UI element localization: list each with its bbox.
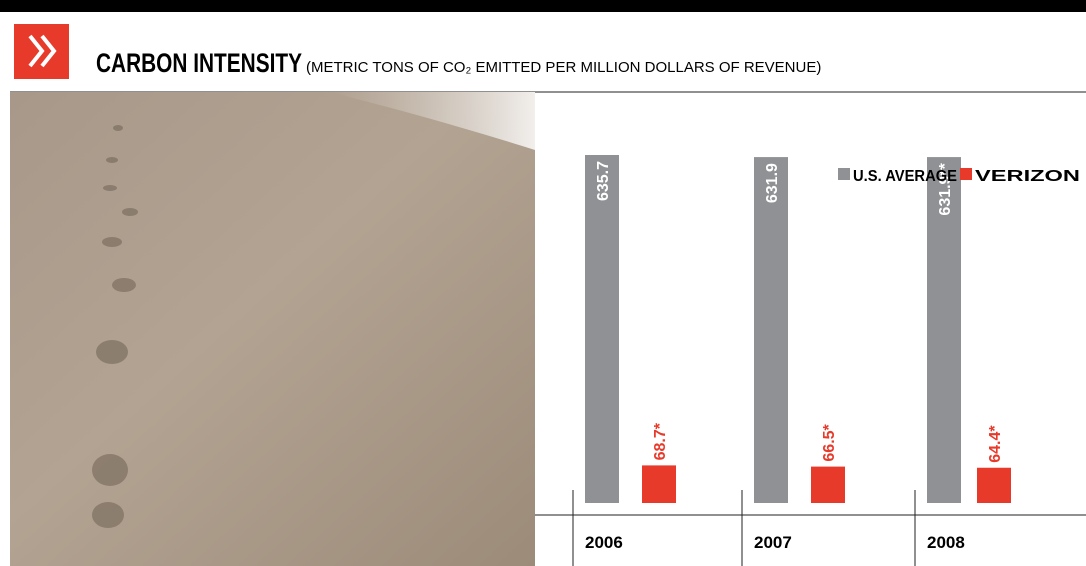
value-label: 64.4* — [987, 425, 1004, 463]
bar — [927, 157, 961, 503]
bar — [585, 155, 619, 503]
value-label: 66.5* — [821, 423, 838, 461]
footprints — [92, 125, 138, 528]
x-tick-label: 2008 — [927, 533, 965, 552]
value-label: 68.7* — [652, 422, 669, 460]
bar — [977, 467, 1011, 503]
x-tick-label: 2007 — [754, 533, 792, 552]
chart-title: CARBON INTENSITY — [96, 48, 302, 78]
value-label: 631.9** — [937, 162, 954, 215]
bar — [642, 465, 676, 503]
bar — [754, 157, 788, 503]
bar-chart: 2006 635.7 68.7* 2007 631.9 66.5* 2008 631.9** 6… — [572, 155, 1080, 566]
surf — [330, 92, 535, 150]
sand — [10, 92, 535, 566]
legend-swatch — [838, 168, 850, 180]
photo — [10, 92, 535, 566]
legend-swatch — [960, 168, 972, 180]
x-tick-label: 2006 — [585, 533, 623, 552]
chart-subtitle: (METRIC TONS OF CO₂ EMITTED PER MILLION … — [306, 59, 821, 76]
chevrons — [28, 34, 57, 68]
legend-label: U.S. AVERAGE — [853, 168, 957, 185]
bar — [811, 466, 845, 503]
value-label: 635.7 — [595, 161, 612, 201]
value-label: 631.9 — [764, 163, 781, 203]
top-bar — [0, 0, 1086, 12]
legend-label: VERIZON — [975, 168, 1080, 185]
